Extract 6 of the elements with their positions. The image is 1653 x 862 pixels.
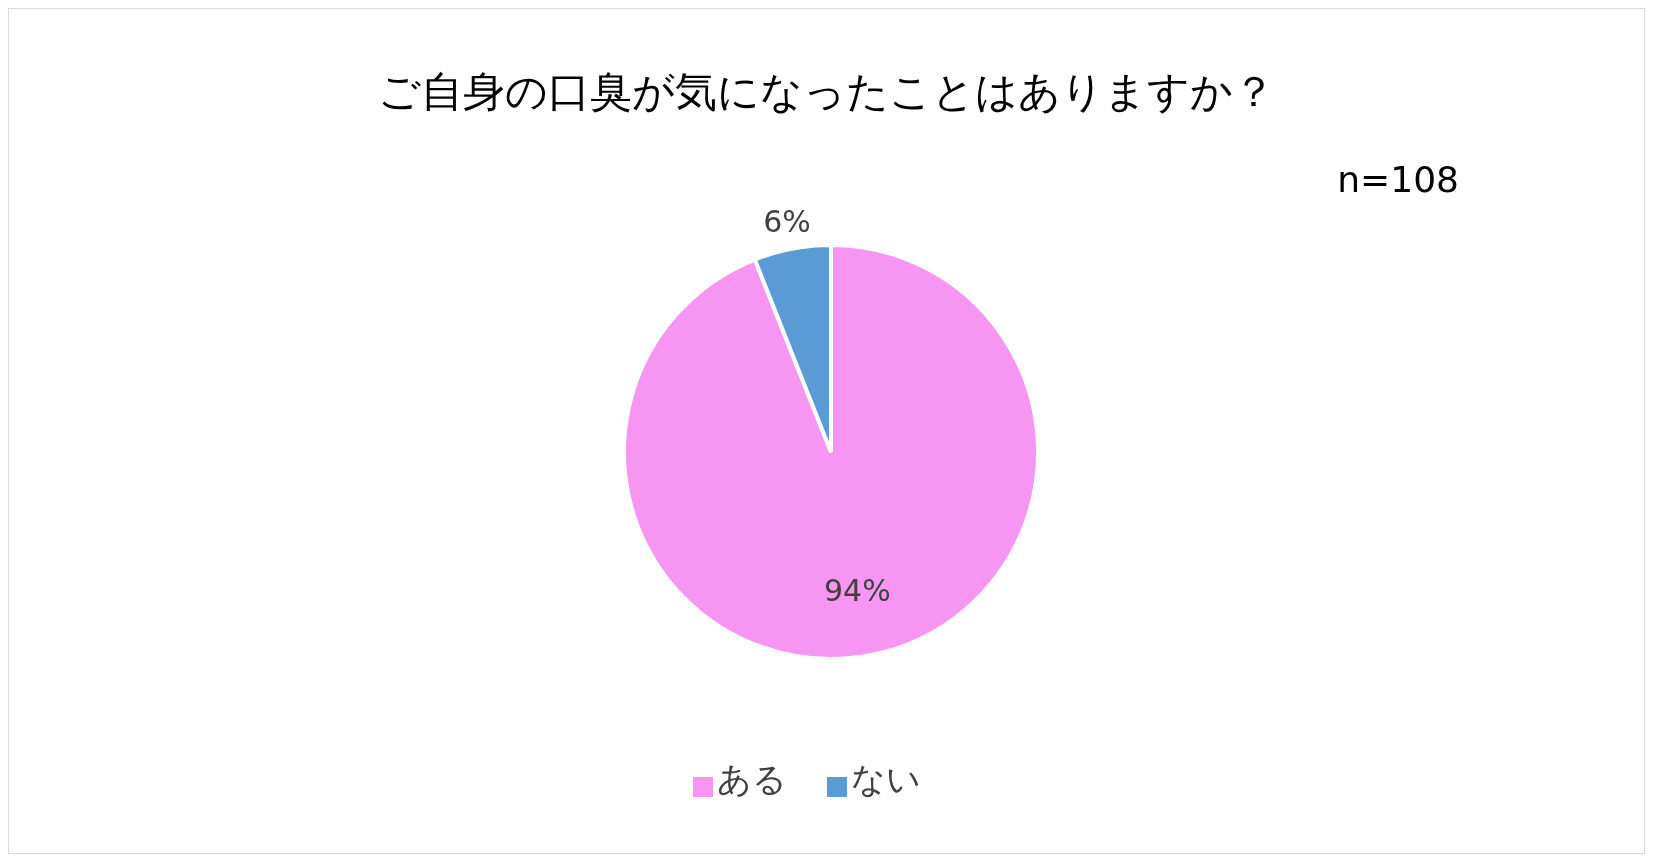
- legend-label: ない: [850, 759, 921, 799]
- chart-title: ご自身の口臭が気になったことはありますか？: [377, 66, 1276, 118]
- data-label: 94%: [824, 572, 891, 608]
- legend-label: ある: [716, 759, 787, 799]
- text: n=108: [1337, 159, 1459, 200]
- data-label: 6%: [763, 203, 811, 239]
